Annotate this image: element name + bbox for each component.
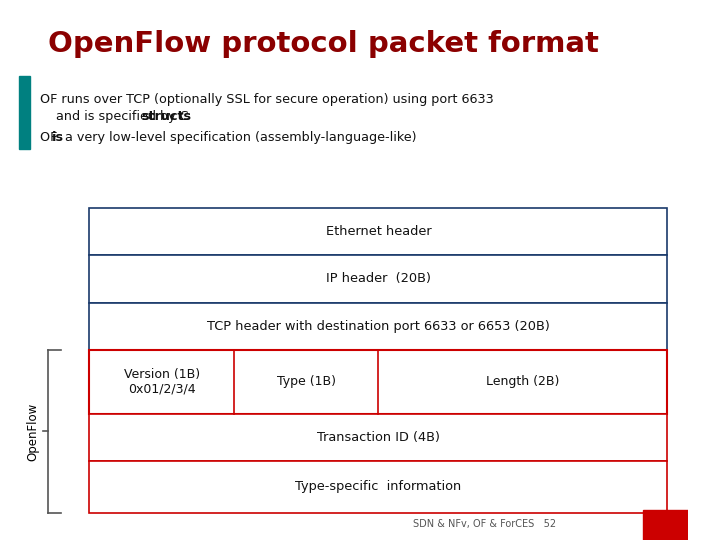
Bar — [89, 255, 667, 302]
Text: and is specified by C: and is specified by C — [40, 110, 192, 123]
Text: OF: OF — [40, 131, 61, 144]
Bar — [644, 510, 688, 540]
Text: TCP header with destination port 6633 or 6653 (20B): TCP header with destination port 6633 or… — [207, 320, 550, 333]
Bar — [89, 302, 667, 350]
Text: Version (1B)
0x01/2/3/4: Version (1B) 0x01/2/3/4 — [124, 368, 199, 396]
Text: Type (1B): Type (1B) — [276, 375, 336, 388]
Bar — [89, 208, 667, 255]
Text: IP header  (20B): IP header (20B) — [326, 272, 431, 285]
Text: SDN & NFv, OF & ForCES   52: SDN & NFv, OF & ForCES 52 — [413, 519, 556, 529]
Text: Ethernet header: Ethernet header — [325, 225, 431, 238]
Text: a very low-level specification (assembly-language-like): a very low-level specification (assembly… — [60, 131, 416, 144]
Text: Type-specific  information: Type-specific information — [295, 481, 462, 494]
Text: Length (2B): Length (2B) — [486, 375, 559, 388]
Text: structs: structs — [141, 110, 191, 123]
Text: is: is — [53, 131, 64, 144]
Bar — [89, 414, 667, 461]
Text: Transaction ID (4B): Transaction ID (4B) — [317, 431, 440, 444]
Bar — [19, 76, 30, 148]
Text: OF runs over TCP (optionally SSL for secure operation) using port 6633: OF runs over TCP (optionally SSL for sec… — [40, 93, 494, 106]
Bar — [89, 350, 667, 414]
Text: OpenFlow protocol packet format: OpenFlow protocol packet format — [48, 30, 599, 58]
Bar — [89, 461, 667, 513]
Text: OpenFlow: OpenFlow — [27, 402, 40, 461]
